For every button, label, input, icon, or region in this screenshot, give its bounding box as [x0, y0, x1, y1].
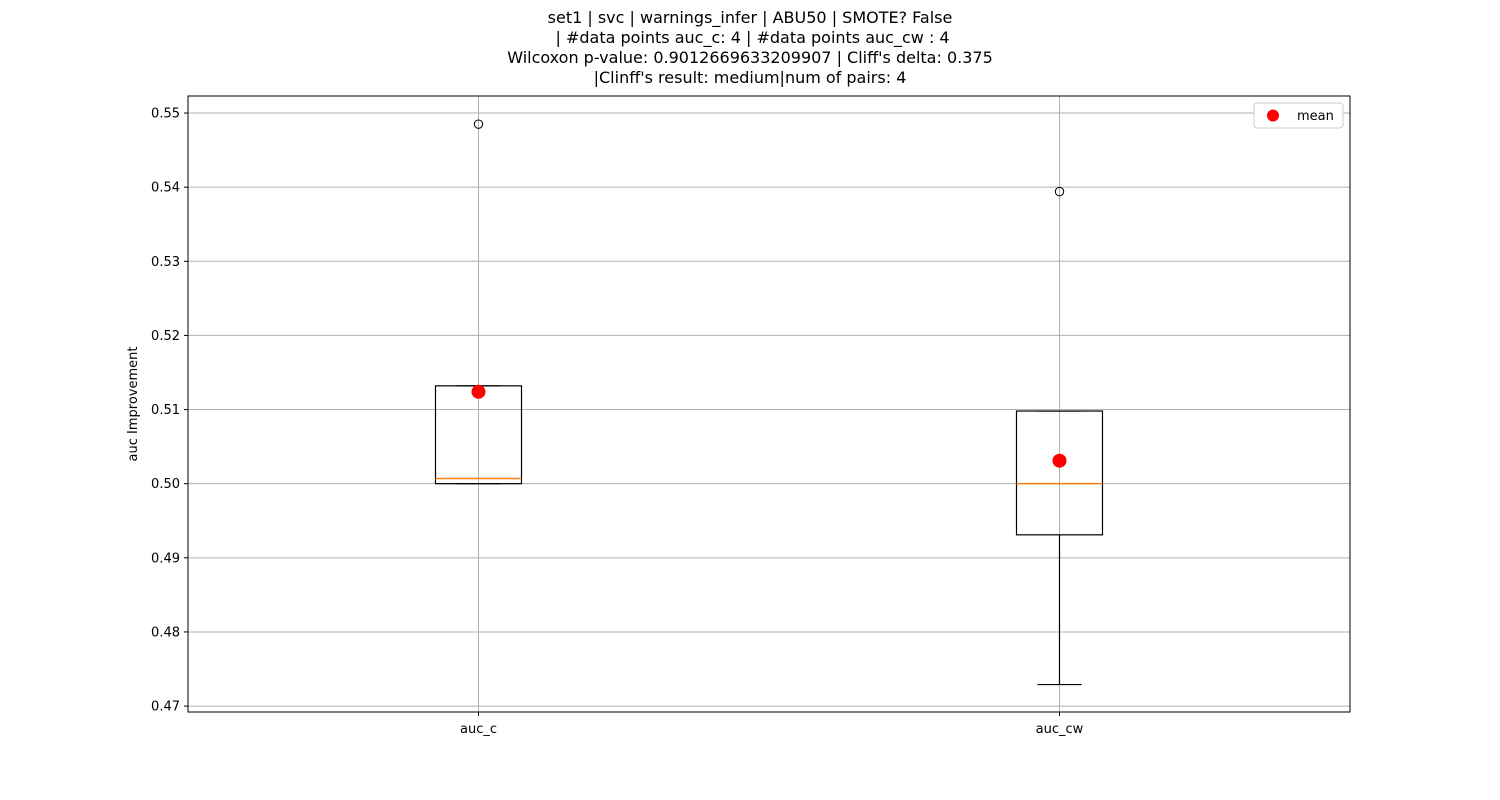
iqr-box	[1015, 410, 1104, 536]
x-tick-label: auc_c	[460, 722, 497, 737]
title-line-4: |Clinff's result: medium|num of pairs: 4	[593, 68, 907, 87]
mean-point	[1052, 453, 1067, 468]
legend: mean	[1253, 102, 1344, 129]
outlier-point	[473, 119, 484, 129]
y-tick-label: 0.52	[151, 329, 180, 344]
chart-title: set1 | svc | warnings_infer | ABU50 | SM…	[0, 8, 1500, 88]
box-auc_c	[434, 119, 523, 485]
legend-mean-label: mean	[1297, 109, 1334, 124]
boxes	[434, 119, 1104, 686]
grid	[188, 96, 1350, 712]
mean-point	[471, 384, 486, 399]
title-line-1: set1 | svc | warnings_infer | ABU50 | SM…	[547, 8, 953, 27]
legend-mean-marker	[1267, 109, 1279, 122]
y-tick-label: 0.50	[151, 477, 180, 492]
y-tick-label: 0.51	[151, 403, 180, 418]
x-axis: auc_c auc_cw	[460, 712, 1084, 737]
plot-frame	[187, 95, 1351, 713]
y-tick-label: 0.49	[151, 551, 180, 566]
y-axis: 0.47 0.48 0.49 0.50 0.51 0.52 0.53 0.54 0.55	[151, 107, 188, 715]
y-tick-label: 0.48	[151, 625, 180, 640]
y-tick-label: 0.53	[151, 255, 180, 270]
outlier-point	[1054, 186, 1065, 197]
box-auc_cw	[1015, 186, 1104, 686]
title-line-3: Wilcoxon p-value: 0.9012669633209907 | C…	[507, 48, 993, 67]
x-tick-label: auc_cw	[1036, 722, 1084, 737]
y-tick-label: 0.54	[151, 181, 180, 196]
y-tick-label: 0.55	[151, 107, 180, 122]
title-line-2: | #data points auc_c: 4 | #data points a…	[550, 28, 950, 47]
legend-frame	[1253, 102, 1344, 129]
y-tick-label: 0.47	[151, 700, 180, 715]
y-axis-label: auc Improvement	[126, 347, 141, 462]
